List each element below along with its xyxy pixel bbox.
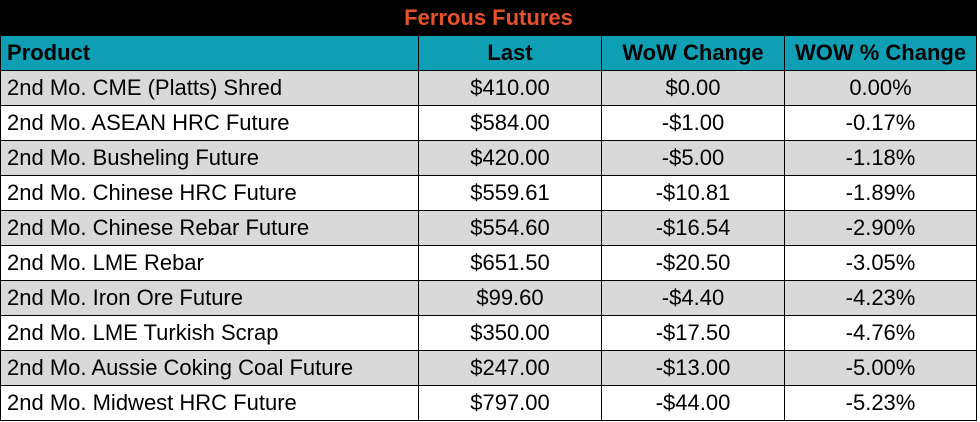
cell-product[interactable]: 2nd Mo. Chinese Rebar Future <box>0 210 419 246</box>
cell-last[interactable]: $247.00 <box>418 350 602 386</box>
cell-wow-change[interactable]: -$16.54 <box>601 210 785 246</box>
table-row: 2nd Mo. Chinese Rebar Future $554.60 -$1… <box>0 210 978 246</box>
table-row: 2nd Mo. ASEAN HRC Future $584.00 -$1.00 … <box>0 105 978 141</box>
cell-wow-pct-change[interactable]: -1.18% <box>783 140 978 176</box>
cell-product[interactable]: 2nd Mo. Midwest HRC Future <box>0 385 419 421</box>
cell-last[interactable]: $410.00 <box>418 70 602 106</box>
table-body: 2nd Mo. CME (Platts) Shred $410.00 $0.00… <box>0 70 978 421</box>
table-row: 2nd Mo. CME (Platts) Shred $410.00 $0.00… <box>0 70 978 106</box>
table-row: 2nd Mo. LME Turkish Scrap $350.00 -$17.5… <box>0 315 978 351</box>
cell-last[interactable]: $584.00 <box>418 105 602 141</box>
cell-last[interactable]: $559.61 <box>418 175 602 211</box>
cell-wow-change[interactable]: -$5.00 <box>601 140 785 176</box>
cell-wow-change[interactable]: -$13.00 <box>601 350 785 386</box>
table-row: 2nd Mo. Aussie Coking Coal Future $247.0… <box>0 350 978 386</box>
cell-last[interactable]: $651.50 <box>418 245 602 281</box>
title-row: Ferrous Futures <box>0 0 978 36</box>
cell-wow-change[interactable]: -$20.50 <box>601 245 785 281</box>
cell-product[interactable]: 2nd Mo. Chinese HRC Future <box>0 175 419 211</box>
cell-wow-pct-change[interactable]: -5.23% <box>783 385 978 421</box>
table-row: 2nd Mo. Busheling Future $420.00 -$5.00 … <box>0 140 978 176</box>
cell-wow-pct-change[interactable]: 0.00% <box>783 70 978 106</box>
cell-wow-pct-change[interactable]: -5.00% <box>783 350 978 386</box>
cell-last[interactable]: $99.60 <box>418 280 602 316</box>
cell-last[interactable]: $554.60 <box>418 210 602 246</box>
cell-wow-change[interactable]: -$17.50 <box>601 315 785 351</box>
cell-wow-change[interactable]: -$44.00 <box>601 385 785 421</box>
cell-product[interactable]: 2nd Mo. ASEAN HRC Future <box>0 105 419 141</box>
cell-product[interactable]: 2nd Mo. Busheling Future <box>0 140 419 176</box>
cell-wow-pct-change[interactable]: -2.90% <box>783 210 978 246</box>
header-wow-pct-change[interactable]: WOW % Change <box>783 35 978 71</box>
cell-wow-pct-change[interactable]: -4.23% <box>783 280 978 316</box>
cell-wow-pct-change[interactable]: -4.76% <box>783 315 978 351</box>
cell-wow-pct-change[interactable]: -0.17% <box>783 105 978 141</box>
cell-product[interactable]: 2nd Mo. CME (Platts) Shred <box>0 70 419 106</box>
cell-product[interactable]: 2nd Mo. Iron Ore Future <box>0 280 419 316</box>
cell-last[interactable]: $350.00 <box>418 315 602 351</box>
header-product[interactable]: Product <box>0 35 419 71</box>
cell-wow-pct-change[interactable]: -1.89% <box>783 175 978 211</box>
cell-wow-change[interactable]: -$1.00 <box>601 105 785 141</box>
header-wow-change[interactable]: WoW Change <box>601 35 785 71</box>
cell-wow-change[interactable]: -$4.40 <box>601 280 785 316</box>
table-title: Ferrous Futures <box>0 0 978 36</box>
cell-product[interactable]: 2nd Mo. LME Turkish Scrap <box>0 315 419 351</box>
table-row: 2nd Mo. Chinese HRC Future $559.61 -$10.… <box>0 175 978 211</box>
header-last[interactable]: Last <box>418 35 602 71</box>
cell-last[interactable]: $420.00 <box>418 140 602 176</box>
cell-product[interactable]: 2nd Mo. LME Rebar <box>0 245 419 281</box>
cell-wow-change[interactable]: -$10.81 <box>601 175 785 211</box>
table-row: 2nd Mo. Iron Ore Future $99.60 -$4.40 -4… <box>0 280 978 316</box>
cell-wow-change[interactable]: $0.00 <box>601 70 785 106</box>
cell-product[interactable]: 2nd Mo. Aussie Coking Coal Future <box>0 350 419 386</box>
header-row: Product Last WoW Change WOW % Change <box>0 35 978 71</box>
table-row: 2nd Mo. LME Rebar $651.50 -$20.50 -3.05% <box>0 245 978 281</box>
cell-wow-pct-change[interactable]: -3.05% <box>783 245 978 281</box>
cell-last[interactable]: $797.00 <box>418 385 602 421</box>
table-row: 2nd Mo. Midwest HRC Future $797.00 -$44.… <box>0 385 978 421</box>
